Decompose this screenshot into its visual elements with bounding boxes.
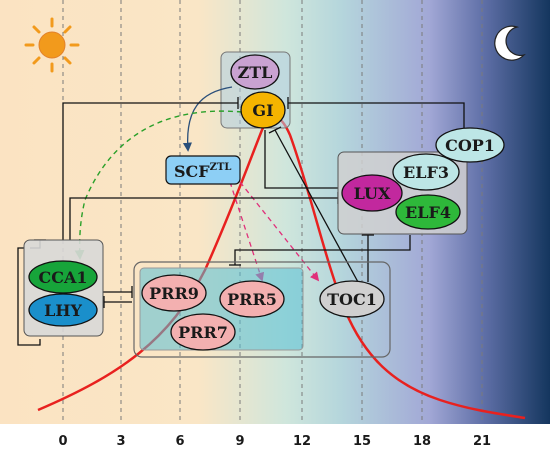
lux-label: LUX: [354, 184, 391, 203]
time-axis: 0 3 6 9 12 15 18 21: [58, 434, 491, 449]
node-ztl: ZTL: [230, 54, 280, 90]
elf4-label: ELF4: [405, 203, 451, 222]
node-lhy: LHY: [28, 293, 98, 327]
elf3-label: ELF3: [403, 163, 449, 182]
gi-label: GI: [252, 101, 273, 120]
moon-icon: [494, 25, 526, 61]
tick-label: 18: [413, 434, 431, 449]
prr7-label: PRR7: [178, 323, 228, 342]
prr-outer-box: [133, 261, 391, 358]
tick-label: 15: [353, 434, 371, 449]
node-prr7: PRR7: [170, 313, 236, 351]
node-scf: SCFZTL: [165, 155, 241, 185]
axis-band: [0, 424, 550, 454]
cca1-label: CCA1: [38, 268, 87, 287]
node-gi: GI: [240, 91, 286, 129]
node-elf3: ELF3: [392, 153, 460, 191]
tick-label: 6: [175, 434, 184, 449]
sun-icon: [24, 17, 80, 73]
scf-superscript: ZTL: [210, 162, 232, 173]
cop1-label: COP1: [445, 136, 495, 155]
node-prr5: PRR5: [219, 280, 285, 318]
tick-label: 12: [293, 434, 311, 449]
prr9-label: PRR9: [149, 284, 199, 303]
tick-label: 9: [235, 434, 244, 449]
tick-label: 0: [58, 434, 67, 449]
node-lux: LUX: [341, 174, 403, 212]
svg-text:SCFZTL: SCFZTL: [174, 162, 231, 181]
node-elf4: ELF4: [395, 194, 461, 230]
toc1-label: TOC1: [327, 290, 377, 309]
ztl-to-scf-arrow: [182, 86, 233, 152]
tick-label: 3: [116, 434, 125, 449]
node-toc1: TOC1: [319, 280, 385, 318]
prr5-label: PRR5: [227, 290, 277, 309]
node-cop1: COP1: [435, 127, 505, 163]
scf-to-prr5-arrow: [229, 181, 265, 282]
tick-label: 21: [473, 434, 491, 449]
lhy-label: LHY: [44, 301, 82, 320]
node-cca1: CCA1: [28, 260, 98, 294]
node-prr9: PRR9: [141, 274, 207, 312]
ztl-label: ZTL: [238, 63, 273, 82]
scf-label: SCF: [174, 162, 210, 181]
gi-to-cca1-arrow: [74, 110, 243, 260]
